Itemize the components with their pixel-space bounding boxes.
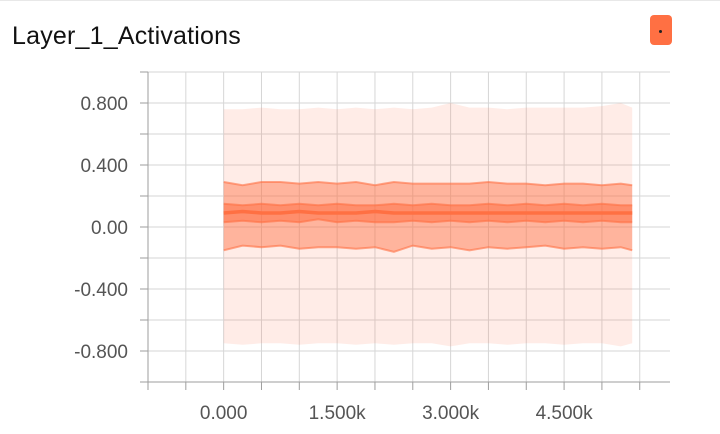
- series-color-button[interactable]: [650, 15, 672, 45]
- axes: [140, 71, 670, 390]
- x-tick-label: 4.500k: [536, 403, 594, 424]
- distribution-bands: [223, 103, 633, 347]
- y-tick-label: 0.400: [80, 156, 128, 177]
- band-edge-1-lower: [223, 244, 633, 253]
- chart-title: Layer_1_Activations: [12, 22, 241, 50]
- x-tick-label: 3.000k: [422, 403, 480, 424]
- card-top-border: [0, 0, 720, 1]
- y-tick-label: 0.00: [91, 218, 128, 239]
- y-tick-label: 0.800: [80, 94, 128, 115]
- color-button-dot: [659, 30, 662, 33]
- band-area-0: [223, 103, 633, 347]
- band-edge-1-upper: [223, 180, 633, 187]
- tick-labels: 0.800 0.400 0.00 -0.400 -0.800 0.000 1.500k 3.0…: [74, 94, 593, 424]
- median-line: [223, 209, 633, 215]
- y-tick-label: -0.400: [74, 280, 128, 301]
- y-tick-label: -0.800: [74, 342, 128, 363]
- band-edge-2-upper: [223, 202, 633, 207]
- x-tick-label: 0.000: [200, 403, 248, 424]
- band-edge-2-lower: [223, 218, 633, 224]
- grid-lines: [147, 71, 670, 383]
- x-tick-label: 1.500k: [309, 403, 367, 424]
